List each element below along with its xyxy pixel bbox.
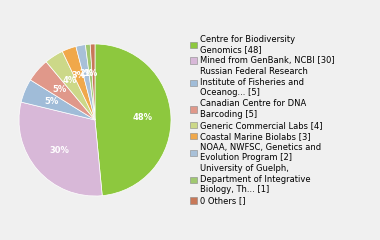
Text: 4%: 4% (62, 76, 77, 85)
Legend: Centre for Biodiversity
Genomics [48], Mined from GenBank, NCBI [30], Russian Fe: Centre for Biodiversity Genomics [48], M… (190, 35, 335, 205)
Text: 48%: 48% (132, 113, 152, 122)
Wedge shape (86, 44, 95, 120)
Text: 5%: 5% (44, 97, 59, 106)
Wedge shape (19, 102, 102, 196)
Text: 1%: 1% (83, 69, 98, 78)
Wedge shape (90, 44, 95, 120)
Text: 30%: 30% (49, 146, 69, 155)
Wedge shape (30, 62, 95, 120)
Wedge shape (95, 44, 171, 196)
Wedge shape (62, 46, 95, 120)
Text: 3%: 3% (72, 71, 86, 80)
Text: 5%: 5% (52, 85, 66, 94)
Text: 2%: 2% (79, 69, 93, 78)
Wedge shape (76, 45, 95, 120)
Wedge shape (21, 80, 95, 120)
Wedge shape (46, 51, 95, 120)
